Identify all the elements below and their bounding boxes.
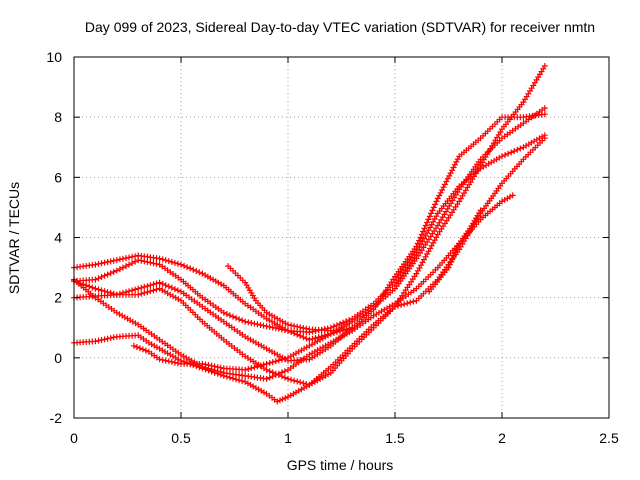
series-track-7 xyxy=(130,324,356,373)
x-axis-label: GPS time / hours xyxy=(287,457,394,473)
x-tick-label: 1 xyxy=(284,430,292,446)
x-tick-label: 1.5 xyxy=(385,430,405,446)
y-axis-ticks: -2 0 2 4 6 8 10 xyxy=(46,49,609,426)
y-tick-label: 4 xyxy=(54,230,62,246)
data-series-layer xyxy=(71,63,548,405)
x-tick-label: 2.5 xyxy=(599,430,619,446)
grid xyxy=(74,57,609,418)
y-tick-label: 2 xyxy=(54,290,62,306)
y-tick-label: 6 xyxy=(54,169,62,185)
data-points-track-8 xyxy=(225,263,356,334)
y-tick-label: 8 xyxy=(54,109,62,125)
data-points-track-7 xyxy=(130,324,356,373)
y-tick-label: -2 xyxy=(50,410,63,426)
x-tick-label: 0.5 xyxy=(171,430,191,446)
series-track-2 xyxy=(71,132,548,336)
x-axis-ticks: 0 0.5 1 1.5 2 2.5 xyxy=(70,57,619,446)
data-points-track-2 xyxy=(71,132,548,336)
series-track-9 xyxy=(426,207,484,295)
y-tick-label: 0 xyxy=(54,350,62,366)
x-tick-label: 2 xyxy=(498,430,506,446)
chart-title: Day 099 of 2023, Sidereal Day-to-day VTE… xyxy=(85,19,595,35)
y-tick-label: 10 xyxy=(46,49,62,65)
series-track-8 xyxy=(225,263,356,334)
y-axis-label: SDTVAR / TECUs xyxy=(6,182,22,294)
x-tick-label: 0 xyxy=(70,430,78,446)
data-points-track-9 xyxy=(426,207,484,295)
